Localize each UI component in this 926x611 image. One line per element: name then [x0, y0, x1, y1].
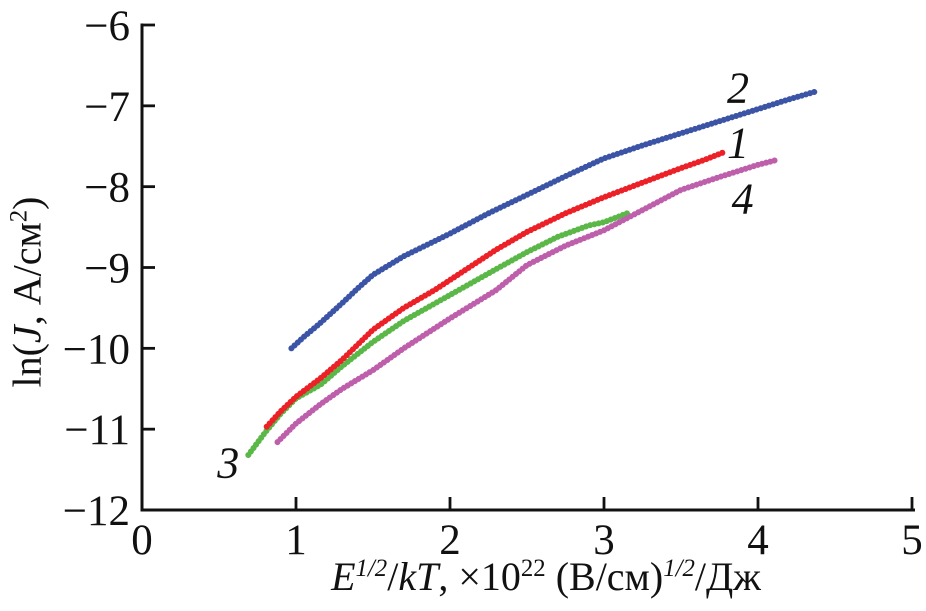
x-axis-title-units-2: /Дж [694, 554, 761, 599]
y-tick-label: −9 [84, 246, 130, 293]
x-tick-label: 5 [901, 517, 923, 564]
y-axis-title: ln(J, А/см2) [4, 196, 51, 387]
x-axis-title-superscript-2: 22 [520, 555, 546, 583]
y-axis-title-units: , А/см [4, 222, 50, 326]
curve-1 [263, 149, 726, 430]
x-axis-title-scale: , ×10 [438, 554, 521, 599]
x-axis-title-variable: E [331, 554, 356, 599]
x-tick-label: 2 [439, 517, 461, 564]
y-axis-title-close: ) [4, 196, 50, 210]
curve-label-2: 2 [727, 64, 749, 113]
y-tick-label: −6 [84, 3, 130, 50]
x-tick-label: 1 [285, 517, 307, 564]
x-axis-title-units: (В/см) [545, 554, 664, 599]
y-tick-label: −7 [84, 84, 130, 131]
curve-4 [274, 157, 780, 446]
x-axis-title: E1/2/kT, ×1022 (В/см)1/2/Дж [331, 553, 761, 600]
curve-2 [288, 88, 820, 352]
y-axis-title-text: ln( [4, 343, 50, 388]
y-tick-label: −8 [84, 165, 130, 212]
y-tick-label: −12 [63, 488, 130, 535]
x-tick-label: 0 [131, 517, 153, 564]
x-axis-title-superscript-3: 1/2 [663, 555, 695, 583]
x-tick-label: 3 [593, 517, 615, 564]
curve-label-4: 4 [732, 174, 754, 223]
x-axis-title-superscript-1: 1/2 [355, 555, 388, 583]
x-tick-label: 4 [747, 517, 769, 564]
y-axis-title-superscript: 2 [5, 209, 33, 223]
y-axis-title-variable: J [4, 325, 50, 344]
curve-label-1: 1 [727, 119, 749, 168]
curve-label-3: 3 [216, 439, 239, 488]
x-axis-title-kt: kT [398, 554, 439, 599]
x-axis-title-slash: / [387, 554, 399, 599]
y-tick-label: −10 [63, 326, 130, 373]
y-tick-label: −11 [64, 407, 130, 454]
